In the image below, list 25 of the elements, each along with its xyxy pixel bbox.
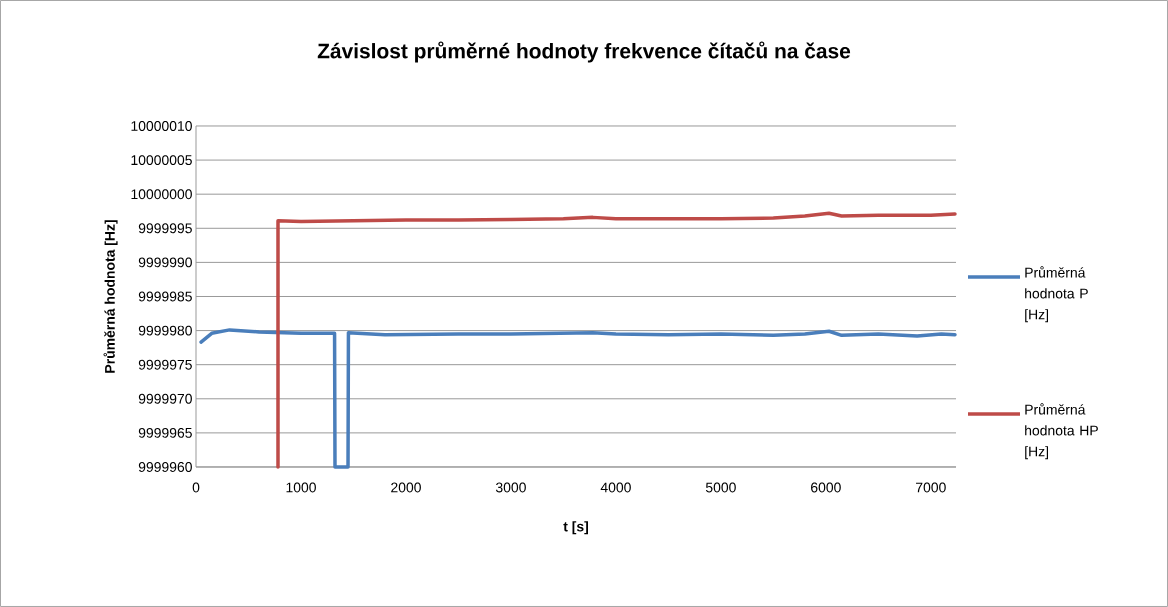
x-axis-title: t [s] xyxy=(563,521,588,535)
x-tick-label: 0 xyxy=(192,482,200,493)
y-tick-label: 10000000 xyxy=(131,189,192,200)
y-tick-label: 9999975 xyxy=(138,359,192,370)
y-tick-label: 9999970 xyxy=(138,393,192,404)
x-tick-label: 6000 xyxy=(811,482,841,493)
y-tick-label: 9999995 xyxy=(138,223,192,234)
y-tick-label: 9999965 xyxy=(138,427,192,438)
x-tick-label: 3000 xyxy=(495,482,526,493)
y-axis-title: Průměrná hodnota [Hz] xyxy=(103,220,118,373)
y-tick-label: 9999990 xyxy=(138,257,192,268)
legend-label: Průměrná hodnota P [Hz] xyxy=(1025,266,1088,323)
y-tick-label: 10000010 xyxy=(131,121,192,131)
x-tick-label: 4000 xyxy=(600,482,631,493)
y-tick-label: 10000005 xyxy=(131,155,192,166)
x-tick-label: 2000 xyxy=(391,482,421,493)
legend-label: Průměrná hodnota HP [Hz] xyxy=(1025,403,1098,460)
x-tick-label: 1000 xyxy=(286,482,316,493)
line-series xyxy=(199,328,957,469)
y-tick-label: 9999985 xyxy=(138,291,192,302)
chart-title: Závislost průměrné hodnoty frekvence čítačů na čase xyxy=(317,41,851,63)
y-tick-label: 9999980 xyxy=(138,325,192,336)
x-tick-label: 5000 xyxy=(705,482,736,493)
y-tick-label: 9999960 xyxy=(138,462,192,472)
x-tick-label: 7000 xyxy=(916,482,946,493)
